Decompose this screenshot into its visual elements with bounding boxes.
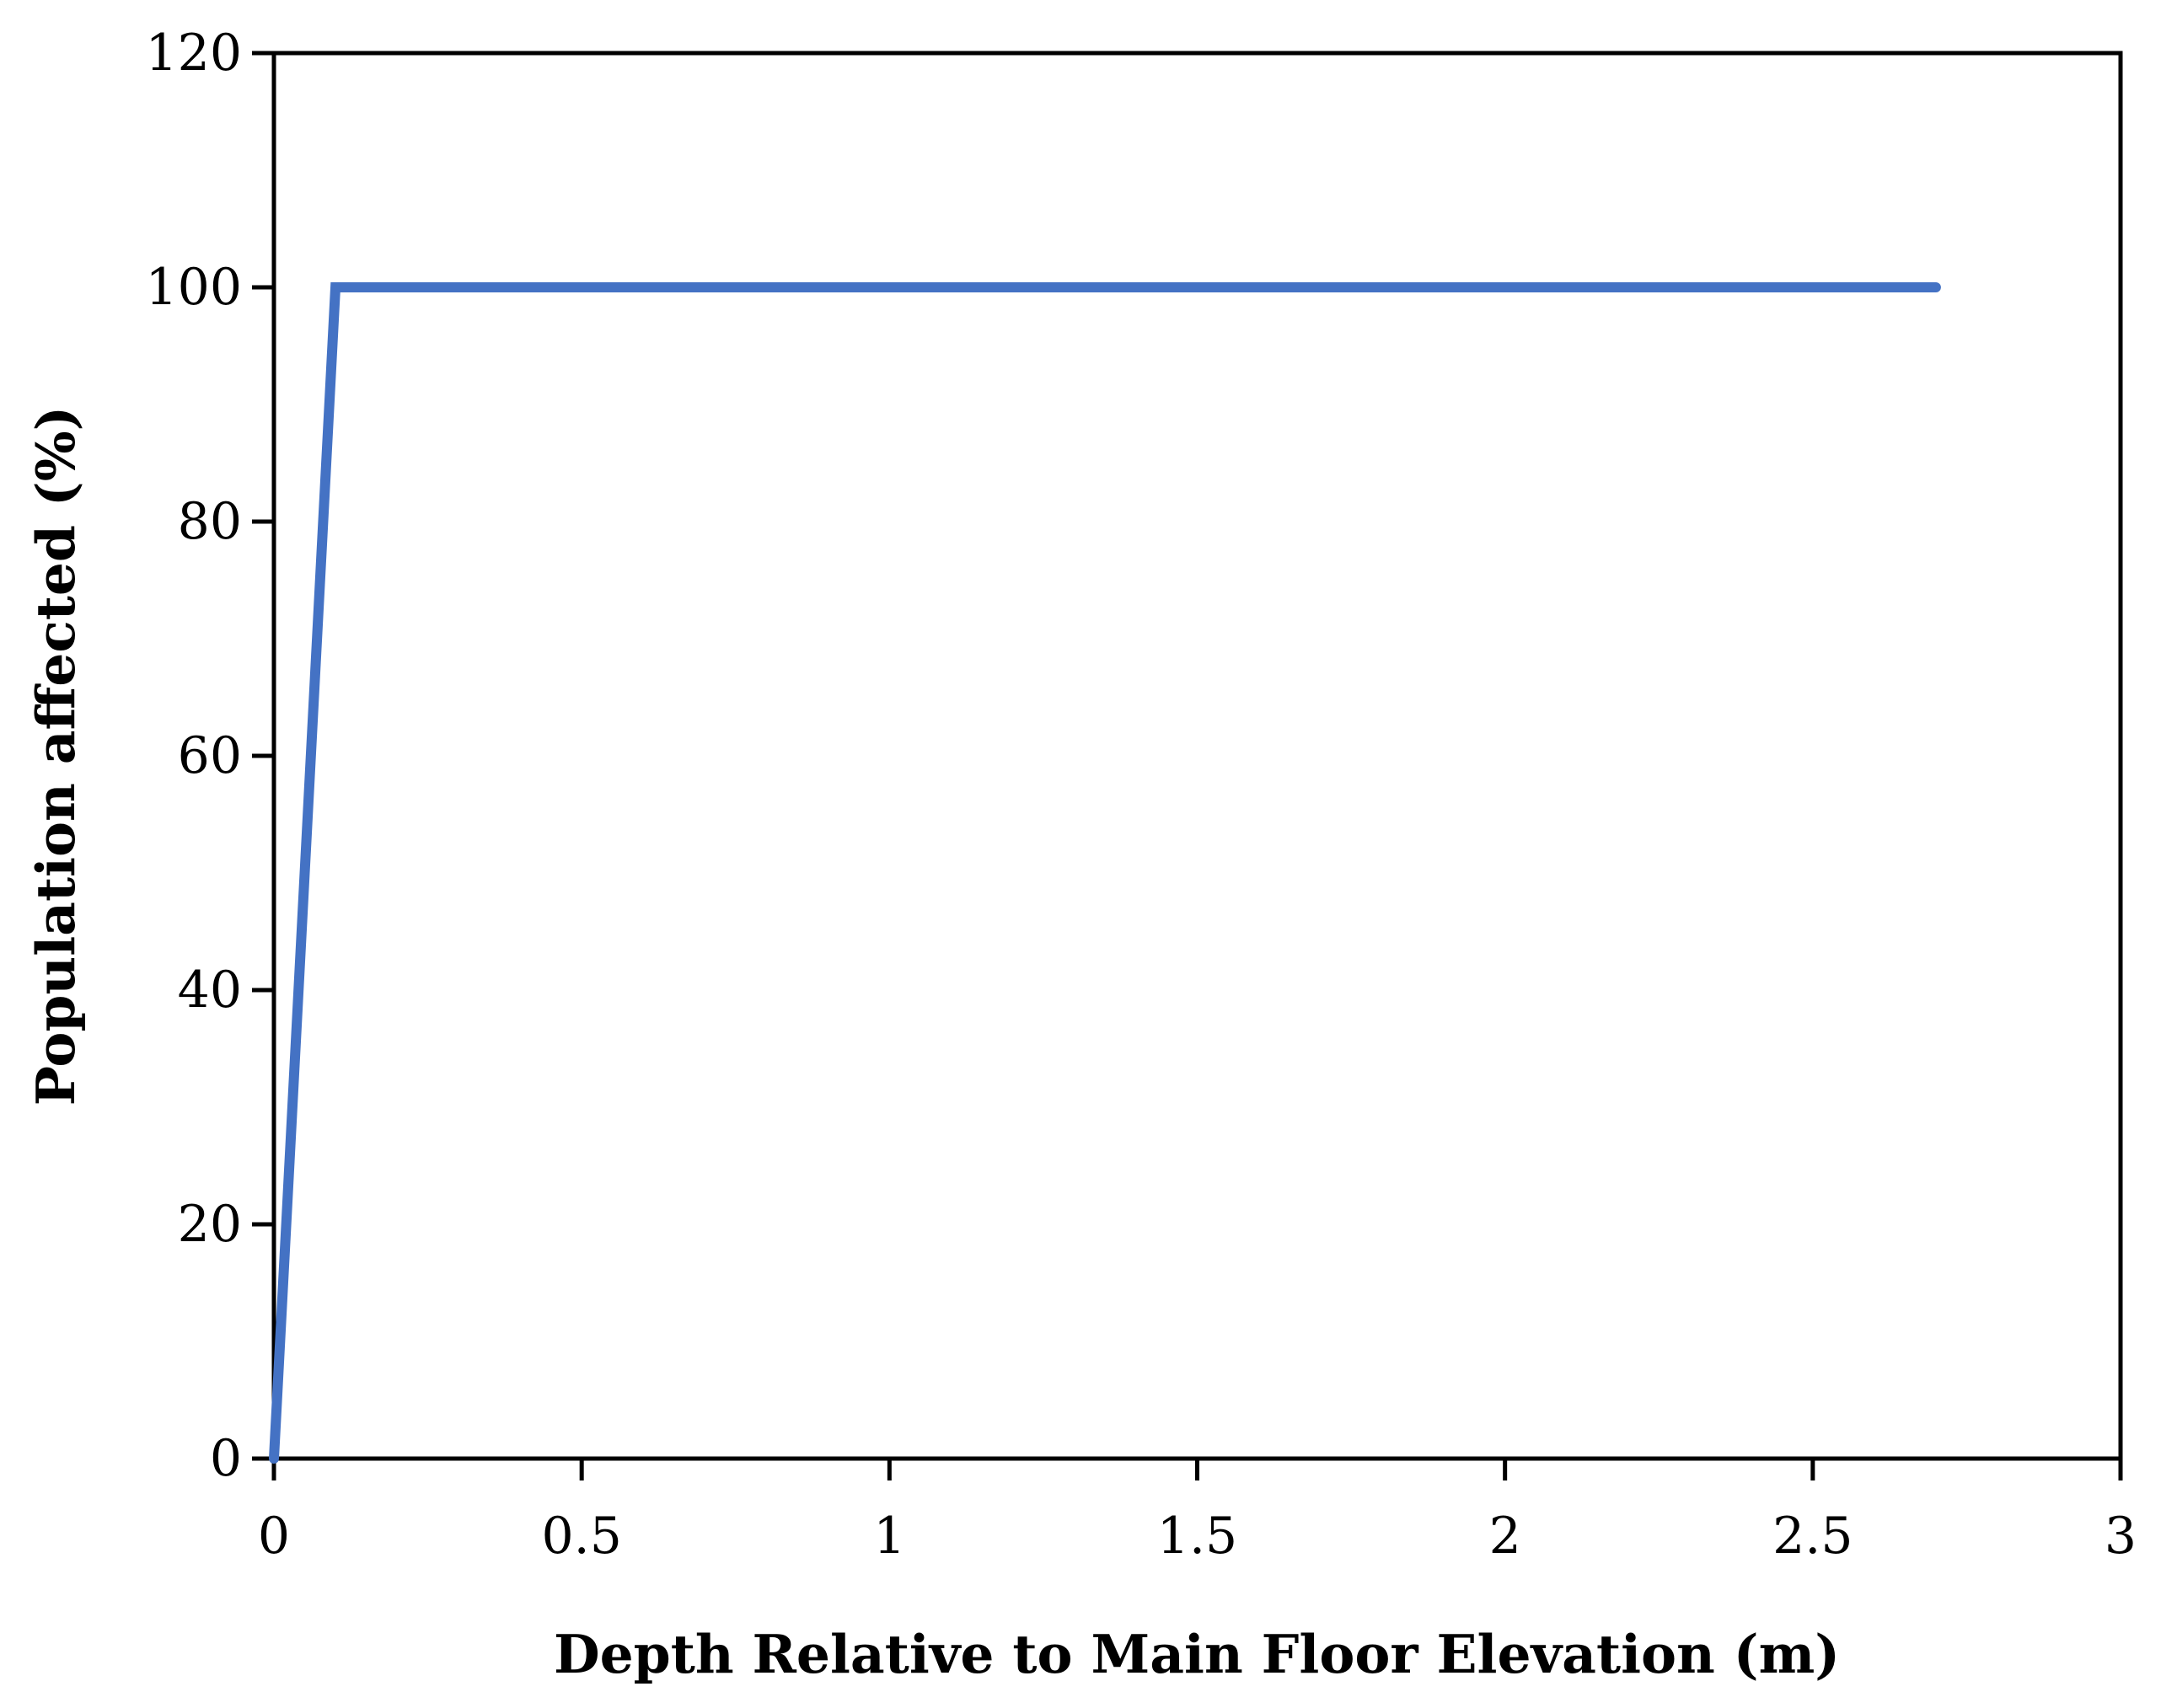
y-tick-label: 120 xyxy=(145,24,242,83)
y-tick-label: 100 xyxy=(145,258,242,317)
x-axis-ticks: 0 0.5 1 1.5 2 2.5 3 xyxy=(258,1459,2137,1566)
y-tick-label: 20 xyxy=(178,1195,242,1254)
x-tick-label: 0 xyxy=(258,1507,290,1566)
x-tick-label: 1 xyxy=(873,1507,905,1566)
series-line xyxy=(269,282,1941,1464)
x-tick-label: 3 xyxy=(2105,1507,2137,1566)
x-tick-label: 2.5 xyxy=(1772,1507,1853,1566)
y-axis-title: Population affected (%) xyxy=(24,406,87,1106)
x-tick-label: 2 xyxy=(1489,1507,1521,1566)
y-tick-label: 0 xyxy=(210,1429,242,1488)
y-axis-ticks: 0 20 40 60 80 100 120 xyxy=(145,24,274,1488)
x-tick-label: 1.5 xyxy=(1157,1507,1237,1566)
y-tick-label: 40 xyxy=(178,961,242,1020)
x-tick-label: 0.5 xyxy=(541,1507,621,1566)
series-layer xyxy=(269,282,1941,1464)
y-tick-label: 80 xyxy=(178,492,242,551)
plot-area-frame xyxy=(271,51,2123,1461)
x-axis-title: Depth Relative to Main Floor Elevation (… xyxy=(554,1623,1840,1685)
y-tick-label: 60 xyxy=(178,726,242,785)
